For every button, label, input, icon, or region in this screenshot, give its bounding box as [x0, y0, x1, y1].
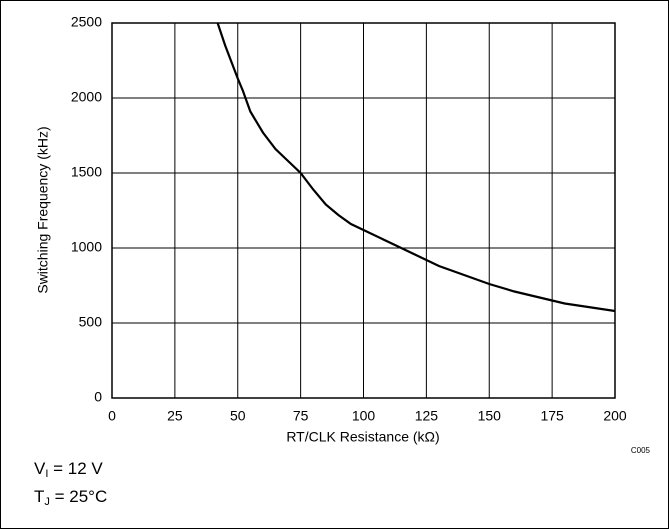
- x-tick-label: 75: [293, 408, 309, 424]
- annotation-sub: J: [44, 496, 50, 508]
- x-tick-label: 150: [478, 408, 502, 424]
- x-tick-label: 200: [603, 408, 627, 424]
- annotation: VI = 12 V: [34, 459, 103, 479]
- plot-border: [111, 22, 616, 399]
- y-tick-label: 0: [94, 389, 102, 405]
- x-tick-label: 175: [540, 408, 564, 424]
- data-line: [216, 23, 615, 313]
- x-tick-label: 125: [415, 408, 439, 424]
- y-tick-label: 2500: [71, 14, 102, 30]
- x-tick-label: 100: [352, 408, 376, 424]
- annotation: TJ = 25°C: [34, 487, 107, 507]
- annotation-rest: = 12 V: [48, 459, 103, 478]
- y-tick-label: 2000: [71, 89, 102, 105]
- x-tick-label: 0: [108, 408, 116, 424]
- y-tick-label: 1500: [71, 164, 102, 180]
- x-axis-label: RT/CLK Resistance (kΩ): [286, 429, 439, 445]
- figure-code: C005: [631, 446, 651, 455]
- y-tick-label: 1000: [71, 239, 102, 255]
- annotation-main: V: [34, 459, 46, 478]
- annotation-sub: I: [45, 468, 48, 480]
- annotation-main: T: [34, 487, 44, 506]
- y-tick-label: 500: [79, 314, 103, 330]
- x-tick-label: 50: [230, 408, 246, 424]
- x-tick-label: 25: [167, 408, 183, 424]
- annotation-rest: = 25°C: [50, 487, 107, 506]
- y-axis-label: Switching Frequency (kHz): [35, 126, 51, 293]
